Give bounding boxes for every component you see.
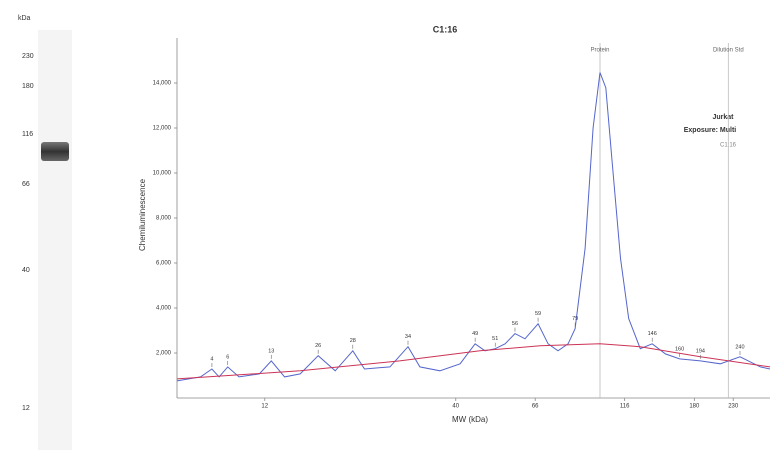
peak-label: 13 bbox=[268, 348, 274, 354]
annotation-title: Jurkat bbox=[712, 114, 734, 121]
peak-label: 160 bbox=[675, 346, 684, 352]
lane-marker: 116 bbox=[22, 131, 33, 138]
trace bbox=[176, 72, 771, 382]
peak-label: 56 bbox=[512, 321, 518, 327]
marker-label: Dilution Std bbox=[713, 48, 744, 54]
peak-label: 34 bbox=[405, 334, 411, 340]
peak-label: 51 bbox=[492, 336, 498, 342]
x-tick-label: 230 bbox=[728, 404, 739, 410]
peak-label: 49 bbox=[472, 331, 478, 337]
x-tick-label: 66 bbox=[532, 404, 539, 410]
peak-label: 26 bbox=[315, 343, 321, 349]
peak-label: 240 bbox=[735, 344, 744, 350]
peak-label: 28 bbox=[350, 338, 356, 344]
x-tick-label: 116 bbox=[620, 404, 630, 410]
y-tick-label: 10,000 bbox=[153, 171, 172, 177]
x-tick-label: 180 bbox=[689, 404, 700, 410]
peak-label: 194 bbox=[696, 348, 705, 354]
peak-label: 146 bbox=[648, 331, 657, 337]
lane-unit: kDa bbox=[18, 15, 31, 22]
y-tick-label: 8,000 bbox=[156, 216, 172, 222]
lane-marker: 66 bbox=[22, 181, 30, 188]
lane-marker: 230 bbox=[22, 53, 34, 60]
lane bbox=[38, 30, 72, 450]
y-tick-label: 6,000 bbox=[156, 261, 172, 267]
x-tick-label: 40 bbox=[452, 404, 459, 410]
trace bbox=[176, 343, 771, 380]
peak-label: 6 bbox=[226, 354, 229, 360]
marker-label: Protein bbox=[590, 48, 609, 54]
lane-marker: 40 bbox=[22, 267, 30, 274]
y-tick-label: 2,000 bbox=[156, 351, 172, 357]
peak-label: 59 bbox=[535, 311, 541, 317]
peak-label: 79 bbox=[572, 316, 578, 322]
x-axis-label: MW (kDa) bbox=[452, 415, 488, 424]
lane-marker: 180 bbox=[22, 83, 34, 90]
y-tick-label: 4,000 bbox=[156, 306, 172, 312]
chart-title: C1:16 bbox=[433, 24, 458, 34]
annotation-line: Exposure: Multi bbox=[684, 127, 737, 134]
peak-label: 4 bbox=[210, 356, 213, 362]
lane-marker: 12 bbox=[22, 405, 30, 412]
x-tick-label: 12 bbox=[261, 404, 268, 410]
y-tick-label: 12,000 bbox=[153, 126, 172, 132]
lane-band bbox=[41, 142, 69, 161]
y-tick-label: 14,000 bbox=[153, 81, 172, 87]
y-axis-label: Chemiluminescence bbox=[138, 178, 147, 251]
